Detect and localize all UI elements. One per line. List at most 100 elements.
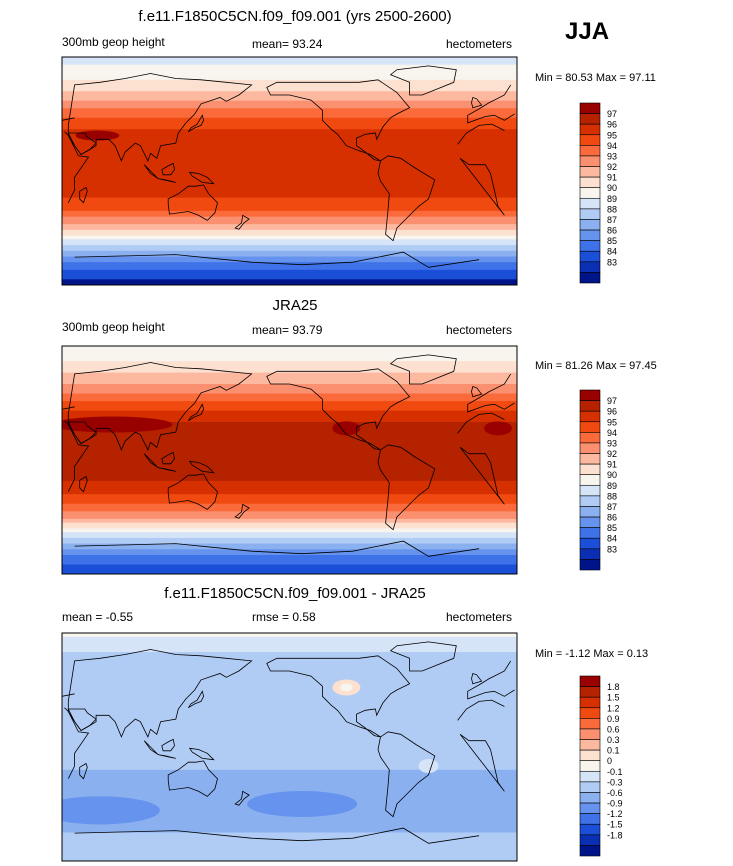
field-band <box>62 857 517 860</box>
panel-2-variable-label: 300mb geop height <box>62 320 165 334</box>
field-band <box>62 258 517 261</box>
field-band <box>62 152 517 155</box>
colorbar-box <box>579 474 601 486</box>
field-band <box>62 499 517 503</box>
coastline-greenland <box>389 65 457 96</box>
coastline-greenland <box>389 354 457 385</box>
field-band <box>62 482 517 486</box>
coastline-borneo <box>161 738 175 752</box>
field-band <box>62 366 517 370</box>
coastline-borneo <box>161 162 175 176</box>
colorbar-tick-label: 91 <box>607 173 617 183</box>
field-band <box>62 277 517 280</box>
field-band <box>62 492 517 495</box>
field-band <box>62 439 517 442</box>
colorbar-box <box>579 781 601 793</box>
field-band <box>62 480 517 484</box>
field-band <box>62 781 517 784</box>
coastline-madagascar <box>79 475 88 493</box>
field-band <box>62 408 517 412</box>
field-band <box>62 458 517 461</box>
panel-1-units-label: hectometers <box>446 37 513 51</box>
field-band <box>62 129 517 132</box>
colorbar-tick-label: 96 <box>607 407 617 417</box>
heat-max-region <box>75 130 120 141</box>
field-band <box>62 823 517 826</box>
field-band <box>62 473 517 476</box>
field-band <box>62 169 517 172</box>
colorbar-box <box>579 728 601 740</box>
coastline-japan <box>188 690 205 709</box>
colorbar-box <box>579 718 601 730</box>
field-band <box>62 496 517 499</box>
colorbar-box <box>579 760 601 772</box>
field-band <box>62 518 517 522</box>
panel-1-title: f.e11.F1850C5CN.f09_f09.001 (yrs 2500-26… <box>138 8 452 25</box>
field-band <box>62 163 517 166</box>
field-band <box>62 96 517 100</box>
field-band <box>62 106 517 109</box>
field-band <box>62 682 517 685</box>
field-band <box>62 644 517 647</box>
field-band <box>62 444 517 448</box>
field-band <box>62 484 517 488</box>
field-band <box>62 372 517 376</box>
coastline-eurasia <box>62 73 515 162</box>
colorbar-box <box>579 453 601 465</box>
field-band <box>62 720 517 723</box>
field-band <box>62 68 517 71</box>
field-band <box>62 465 517 469</box>
coastline-antarctica <box>74 827 480 844</box>
coastline-indonesia2 <box>158 754 176 759</box>
map-field-2 <box>62 346 517 574</box>
field-band <box>62 380 517 383</box>
field-band <box>62 690 517 693</box>
field-band <box>62 144 517 147</box>
field-band <box>62 110 517 113</box>
field-band <box>62 131 517 134</box>
colorbar-box <box>579 187 601 199</box>
field-band <box>62 150 517 153</box>
colorbar-box <box>579 675 601 687</box>
field-band <box>62 355 517 358</box>
coastline-greenland <box>389 641 457 672</box>
field-band <box>62 182 517 185</box>
field-band <box>62 450 517 453</box>
field-band <box>62 224 517 227</box>
field-band <box>62 568 517 571</box>
field-band <box>62 184 517 187</box>
field-band <box>62 422 517 425</box>
colorbar-box <box>579 749 601 762</box>
field-band <box>62 786 517 790</box>
colorbar-tick-label: 95 <box>607 130 617 140</box>
colorbar-box <box>579 548 601 560</box>
field-band <box>62 437 517 440</box>
colorbar-tick-label: 85 <box>607 523 617 533</box>
field-band <box>62 674 517 678</box>
panel-3-rmse-label: rmse = 0.58 <box>252 610 316 624</box>
colorbar-box <box>579 707 601 719</box>
field-band <box>62 376 517 379</box>
coastline-samerica <box>377 155 436 242</box>
field-band <box>62 703 517 706</box>
colorbar-tick-label: 90 <box>607 183 617 193</box>
field-band <box>62 646 517 649</box>
field-band <box>62 241 517 244</box>
field-band <box>62 513 517 516</box>
colorbar-box <box>579 229 601 241</box>
anomaly-weak <box>418 759 439 773</box>
field-band <box>62 248 517 252</box>
field-band <box>62 716 517 720</box>
colorbar-tick-label: 97 <box>607 396 617 406</box>
field-band <box>62 197 517 201</box>
field-band <box>62 138 517 142</box>
colorbar-tick-label: 0.6 <box>607 724 620 734</box>
colorbar-tick-label: -0.9 <box>607 799 623 809</box>
field-band <box>62 416 517 419</box>
colorbar-box <box>579 696 601 709</box>
field-band <box>62 570 517 573</box>
field-band <box>62 222 517 225</box>
field-band <box>62 397 517 400</box>
field-band <box>62 750 517 754</box>
